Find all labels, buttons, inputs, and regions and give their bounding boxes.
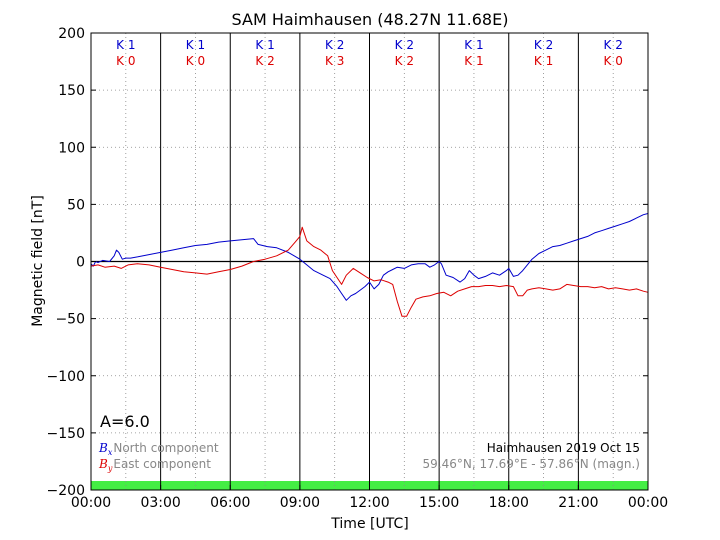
y-tick-label: 50 [67,197,85,213]
k-label-bx: K 2 [395,38,414,52]
y-tick-label: 0 [76,255,85,271]
y-tick-label: −100 [47,369,85,385]
legend-bx-symbol: B [98,441,108,455]
k-label-bx: K 1 [464,38,483,52]
coordinates-label: 59.46°N, 17.69°E - 57.86°N (magn.) [423,457,640,471]
k-label-by: K 2 [255,54,274,68]
series-line-by [90,226,649,317]
k-label-bx: K 1 [186,38,205,52]
y-tick-label: −200 [47,483,85,499]
y-tick-label: −50 [55,312,85,328]
y-tick-label: −150 [47,426,85,442]
k-label-by: K 0 [604,54,623,68]
y-tick-label: 200 [58,26,85,42]
y-tick-label: 100 [58,140,85,156]
k-label-by: K 0 [186,54,205,68]
x-tick-label: 15:00 [419,495,459,511]
y-tick-label: 150 [58,83,85,99]
y-axis-label: Magnetic field [nT] [30,195,46,327]
k-label-by: K 0 [116,54,135,68]
x-tick-label: 18:00 [489,495,529,511]
k-label-bx: K 2 [604,38,623,52]
legend-by-subscript: y [107,464,113,473]
x-axis-label: Time [UTC] [330,516,408,532]
series-group [90,213,649,317]
station-date-label: Haimhausen 2019 Oct 15 [487,441,640,455]
legend-bx-text: North component [113,441,219,455]
k-label-bx: K 2 [534,38,553,52]
chart-title: SAM Haimhausen (48.27N 11.68E) [232,10,509,29]
k-label-by: K 1 [534,54,553,68]
k-label-by: K 1 [464,54,483,68]
x-tick-label: 00:00 [71,495,111,511]
x-tick-label: 21:00 [558,495,598,511]
a-index-label: A=6.0 [100,412,150,431]
x-tick-label: 03:00 [140,495,180,511]
x-tick-label: 12:00 [349,495,389,511]
k-label-bx: K 1 [116,38,135,52]
legend-by-text: East component [113,457,211,471]
series-line-bx [90,213,649,301]
x-tick-label: 00:00 [628,495,668,511]
legend: BxNorth component ByEast component [98,441,219,473]
legend-bx-subscript: x [108,448,113,457]
k-label-bx: K 2 [325,38,344,52]
k-index-labels: K 1 K 0 K 1 K 0 K 1 K 2 K 2 K 3 K 2 K 2 K 1 K 1 K 2 K… [116,38,623,68]
x-tick-label: 06:00 [210,495,250,511]
legend-by: ByEast component [98,457,211,473]
k-label-by: K 2 [395,54,414,68]
k-label-by: K 3 [325,54,344,68]
legend-by-symbol: B [98,457,108,471]
x-tick-label: 09:00 [280,495,320,511]
k-label-bx: K 1 [255,38,274,52]
legend-bx: BxNorth component [98,441,219,457]
